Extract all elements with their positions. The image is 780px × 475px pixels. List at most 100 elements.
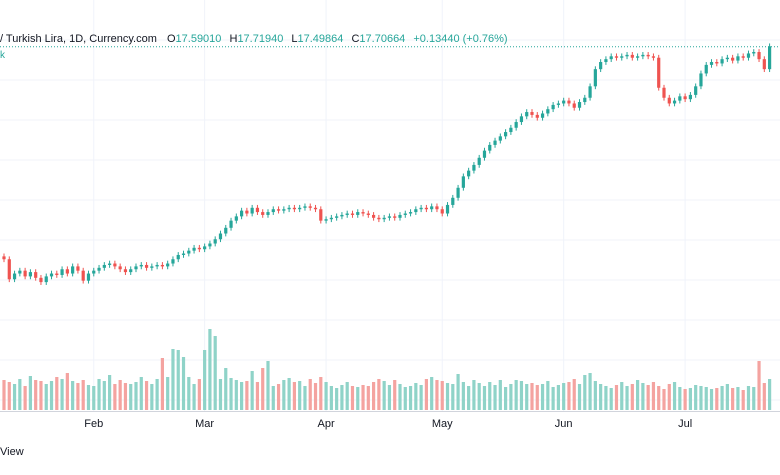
candle-body (134, 266, 138, 270)
volume-bar (97, 379, 101, 410)
candle-body (393, 216, 397, 218)
candle-body (419, 207, 423, 210)
candle-body (725, 57, 729, 60)
volume-bar (678, 387, 682, 410)
candle-body (540, 113, 545, 118)
candle-body (704, 64, 708, 74)
volume-bar (599, 384, 603, 410)
volume-bar (108, 375, 112, 410)
candle-body (567, 100, 571, 104)
candle-body (752, 52, 756, 54)
volume-bar (192, 384, 196, 410)
candle-body (361, 212, 365, 214)
volume-bar (7, 382, 11, 410)
volume-bar (134, 382, 138, 410)
candle-body (440, 209, 444, 214)
volume-bar (715, 388, 719, 410)
candle-body (672, 100, 677, 104)
volume-bar (414, 383, 418, 410)
volume-bar (229, 378, 233, 410)
legend-title: / Turkish Lira, 1D, Currency.com (0, 33, 157, 45)
volume-bar (562, 383, 566, 410)
candle-body (519, 116, 524, 123)
volume-bar (530, 383, 534, 410)
candle-body (308, 206, 312, 208)
candle-body (102, 264, 106, 268)
candle-body (65, 269, 69, 274)
volume-bar (725, 384, 729, 410)
candle-body (139, 264, 143, 267)
month-label: Jun (554, 418, 573, 430)
volume-bar (44, 384, 48, 410)
volume-bar (292, 382, 296, 410)
candle-body (683, 96, 687, 100)
candle-body (577, 102, 582, 108)
candle-body (636, 56, 640, 58)
candle-body (530, 112, 534, 115)
candle-body (430, 206, 434, 210)
candle-body (630, 54, 634, 58)
candle-body (572, 103, 576, 108)
candle-body (166, 263, 170, 267)
volume-bar (213, 336, 217, 410)
candle-body (39, 277, 43, 283)
volume-bar (752, 387, 756, 410)
volume-bar (688, 388, 692, 410)
volume-bar (588, 373, 592, 410)
candle-body (71, 266, 75, 274)
volume-bar (261, 368, 265, 410)
volume-bar (345, 382, 349, 410)
candle-body (583, 97, 587, 103)
volume-bar (467, 386, 471, 410)
candle-body (113, 263, 117, 267)
volume-bar (694, 385, 698, 410)
volume-bar (498, 380, 502, 410)
volume-bar (440, 381, 444, 410)
legend-change: +0.13440 (+0.76%) (413, 33, 508, 45)
candle-body (44, 276, 48, 283)
candle-body (667, 97, 671, 104)
candle-body (467, 170, 471, 177)
volume-bar (276, 384, 281, 410)
candle-body (456, 187, 460, 198)
candle-body (303, 206, 307, 208)
volume-bar (71, 381, 75, 410)
candle-body (171, 259, 175, 264)
volume-bar (245, 381, 249, 410)
volume-bar (113, 384, 117, 410)
volume-bar (731, 388, 735, 410)
candle-body (382, 217, 386, 220)
volume-bar (604, 386, 608, 410)
volume-bar (662, 389, 666, 410)
volume-bar (171, 349, 175, 410)
legend-sub-label: k (0, 50, 5, 61)
candle-body (319, 209, 323, 221)
candle-body (213, 239, 217, 244)
volume-bar (614, 385, 619, 410)
candle-body (298, 207, 302, 210)
volume-bar (81, 380, 85, 410)
candle-body (340, 214, 344, 217)
volume-bar (493, 385, 497, 410)
volume-bar (451, 384, 455, 410)
volume-bar (102, 381, 106, 410)
volume-bar (282, 380, 286, 410)
volume-bar (762, 383, 766, 410)
candle-body (424, 207, 428, 210)
volume-bar (197, 379, 201, 410)
candle-body (477, 157, 481, 165)
volume-bar (303, 386, 307, 410)
legend-high: 17.71940 (237, 33, 284, 45)
volume-bar (609, 388, 613, 410)
volume-bar (34, 380, 38, 410)
candle-body (150, 266, 154, 268)
volume-bar (298, 381, 302, 410)
volume-bar (540, 384, 545, 410)
candle-body (709, 62, 714, 65)
candle-body (176, 254, 180, 260)
candle-body (614, 56, 619, 58)
volume-bar (361, 385, 365, 410)
legend-open-label: O (166, 33, 176, 45)
